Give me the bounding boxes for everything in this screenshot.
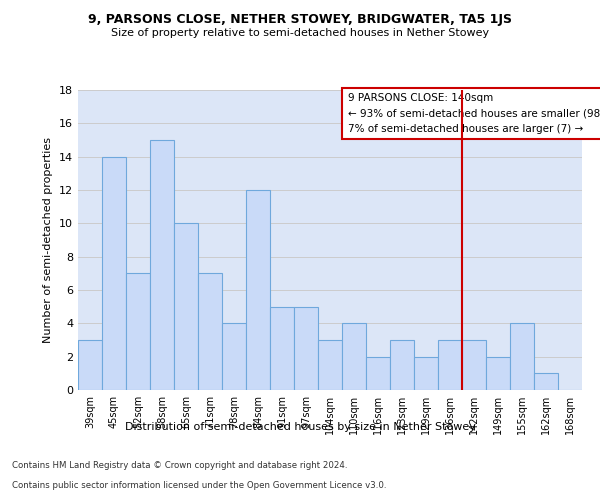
Bar [438, 340, 462, 390]
Text: Contains HM Land Registry data © Crown copyright and database right 2024.: Contains HM Land Registry data © Crown c… [12, 461, 347, 470]
Text: Size of property relative to semi-detached houses in Nether Stowey: Size of property relative to semi-detach… [111, 28, 489, 38]
Bar [78, 340, 102, 390]
Bar [462, 340, 486, 390]
Text: 9, PARSONS CLOSE, NETHER STOWEY, BRIDGWATER, TA5 1JS: 9, PARSONS CLOSE, NETHER STOWEY, BRIDGWA… [88, 12, 512, 26]
Bar [510, 324, 534, 390]
Bar [342, 324, 366, 390]
Bar [222, 324, 246, 390]
Bar [174, 224, 198, 390]
Y-axis label: Number of semi-detached properties: Number of semi-detached properties [43, 137, 53, 343]
Bar [150, 140, 174, 390]
Text: 9 PARSONS CLOSE: 140sqm
← 93% of semi-detached houses are smaller (98)
7% of sem: 9 PARSONS CLOSE: 140sqm ← 93% of semi-de… [347, 93, 600, 134]
Bar [318, 340, 342, 390]
Bar [534, 374, 558, 390]
Bar [366, 356, 390, 390]
Bar [246, 190, 270, 390]
Bar [102, 156, 126, 390]
Bar [390, 340, 414, 390]
Bar [294, 306, 318, 390]
Bar [198, 274, 222, 390]
Bar [414, 356, 438, 390]
Bar [486, 356, 510, 390]
Bar [270, 306, 294, 390]
Bar [126, 274, 150, 390]
Text: Distribution of semi-detached houses by size in Nether Stowey: Distribution of semi-detached houses by … [125, 422, 475, 432]
Text: Contains public sector information licensed under the Open Government Licence v3: Contains public sector information licen… [12, 481, 386, 490]
